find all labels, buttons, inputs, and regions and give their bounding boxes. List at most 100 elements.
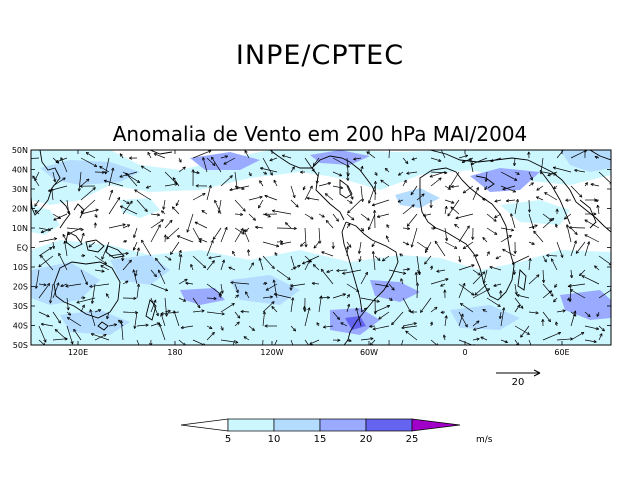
- wind-vector-head: [168, 257, 172, 261]
- wind-vector-head: [157, 269, 161, 273]
- wind-vector: [304, 260, 311, 271]
- wind-vector-head: [290, 284, 294, 288]
- wind-vector-head: [133, 234, 137, 238]
- wind-vector: [410, 185, 418, 196]
- wind-vector-head: [202, 192, 206, 196]
- wind-vector: [544, 192, 558, 201]
- wind-vector: [494, 199, 502, 202]
- wind-vector: [347, 199, 362, 214]
- wind-vector: [495, 255, 502, 260]
- wind-vector-head: [82, 254, 86, 258]
- wind-vector-head: [562, 309, 566, 313]
- wind-vector: [542, 311, 551, 323]
- wind-vector-head: [259, 195, 263, 199]
- longitude-axis: 120E 180 120W 60W 0 60E: [68, 150, 570, 357]
- wind-vector-head: [186, 229, 190, 233]
- wind-vector-head: [236, 321, 240, 325]
- wind-vector: [220, 339, 239, 343]
- wind-vector: [444, 185, 451, 190]
- wind-vector: [416, 241, 429, 250]
- wind-vector-head: [388, 144, 391, 147]
- wind-vector-head: [481, 271, 486, 275]
- wind-vector: [192, 255, 207, 269]
- wind-vector-head: [578, 194, 583, 198]
- wind-vector: [581, 275, 600, 285]
- wind-vector: [34, 171, 40, 181]
- wind-vector: [430, 339, 438, 345]
- wind-vector: [66, 227, 84, 231]
- wind-vector-head: [80, 209, 84, 214]
- wind-vector: [563, 213, 572, 220]
- wind-vector-head: [399, 253, 403, 257]
- wind-vector: [486, 227, 498, 235]
- wind-vector-head: [511, 261, 516, 265]
- wind-vector-head: [82, 296, 86, 300]
- wind-vector: [122, 280, 129, 285]
- wind-vector-head: [163, 234, 167, 238]
- wind-vector-head: [429, 174, 433, 178]
- wind-vector: [234, 199, 246, 212]
- wind-vector: [303, 306, 306, 313]
- wind-vector-head: [81, 232, 85, 236]
- wind-vector-head: [584, 182, 588, 186]
- wind-vector: [500, 339, 508, 343]
- wind-vector: [318, 295, 322, 313]
- wind-vector: [34, 209, 40, 215]
- wind-vector-head: [312, 264, 317, 268]
- wind-vector-head: [119, 153, 123, 157]
- wind-vector-head: [434, 240, 438, 244]
- wind-vector-head: [594, 198, 599, 202]
- longitude-label: 180: [167, 348, 182, 357]
- longitude-label: 120W: [260, 348, 283, 357]
- wind-vector: [458, 264, 475, 271]
- wind-vector-head: [574, 231, 578, 236]
- wind-vector-head: [251, 327, 255, 331]
- wind-vector: [550, 258, 558, 271]
- latitude-label: 50N: [12, 146, 28, 155]
- wind-vector-head: [63, 240, 67, 244]
- wind-vector: [150, 213, 160, 216]
- wind-vector: [240, 311, 250, 313]
- wind-vector: [324, 193, 334, 201]
- wind-vector: [257, 199, 264, 209]
- wind-vector-head: [510, 228, 515, 232]
- wind-vector-head: [575, 250, 579, 254]
- wind-vector: [60, 283, 68, 287]
- wind-vector: [472, 254, 479, 257]
- wind-vector: [122, 255, 124, 261]
- wind-vector: [108, 167, 114, 187]
- wind-vector-head: [454, 223, 458, 228]
- wind-vector: [402, 297, 412, 313]
- wind-vector: [290, 325, 296, 332]
- wind-vector-head: [307, 260, 311, 264]
- wind-vector: [542, 269, 545, 283]
- wind-vector: [76, 297, 96, 304]
- reference-vector-label: 20: [512, 377, 525, 388]
- wind-vector: [259, 257, 264, 271]
- wind-vector: [119, 171, 138, 178]
- wind-vector-head: [567, 143, 570, 146]
- wind-vector: [458, 225, 470, 243]
- wind-vector: [346, 241, 352, 248]
- wind-vector-head: [208, 150, 212, 154]
- wind-vector-head: [527, 151, 531, 155]
- wind-vector: [67, 317, 82, 327]
- wind-vector-head: [295, 204, 299, 208]
- wind-vector: [511, 255, 530, 265]
- colorbar-segment: [273, 418, 321, 432]
- wind-vector-head: [417, 271, 421, 276]
- wind-vector: [220, 283, 223, 294]
- wind-vector: [444, 206, 447, 215]
- wind-vector: [212, 227, 222, 240]
- wind-vector-head: [126, 201, 130, 205]
- wind-vector-head: [369, 324, 373, 328]
- wind-vector: [380, 179, 390, 187]
- wind-vector-head: [237, 315, 241, 319]
- wind-vector-head: [250, 262, 254, 266]
- wind-vector-head: [88, 244, 92, 248]
- wind-vector: [290, 283, 306, 287]
- wind-vector-head: [536, 196, 540, 200]
- wind-vector: [556, 338, 573, 341]
- wind-vector-head: [265, 287, 270, 291]
- wind-vector-head: [402, 271, 407, 275]
